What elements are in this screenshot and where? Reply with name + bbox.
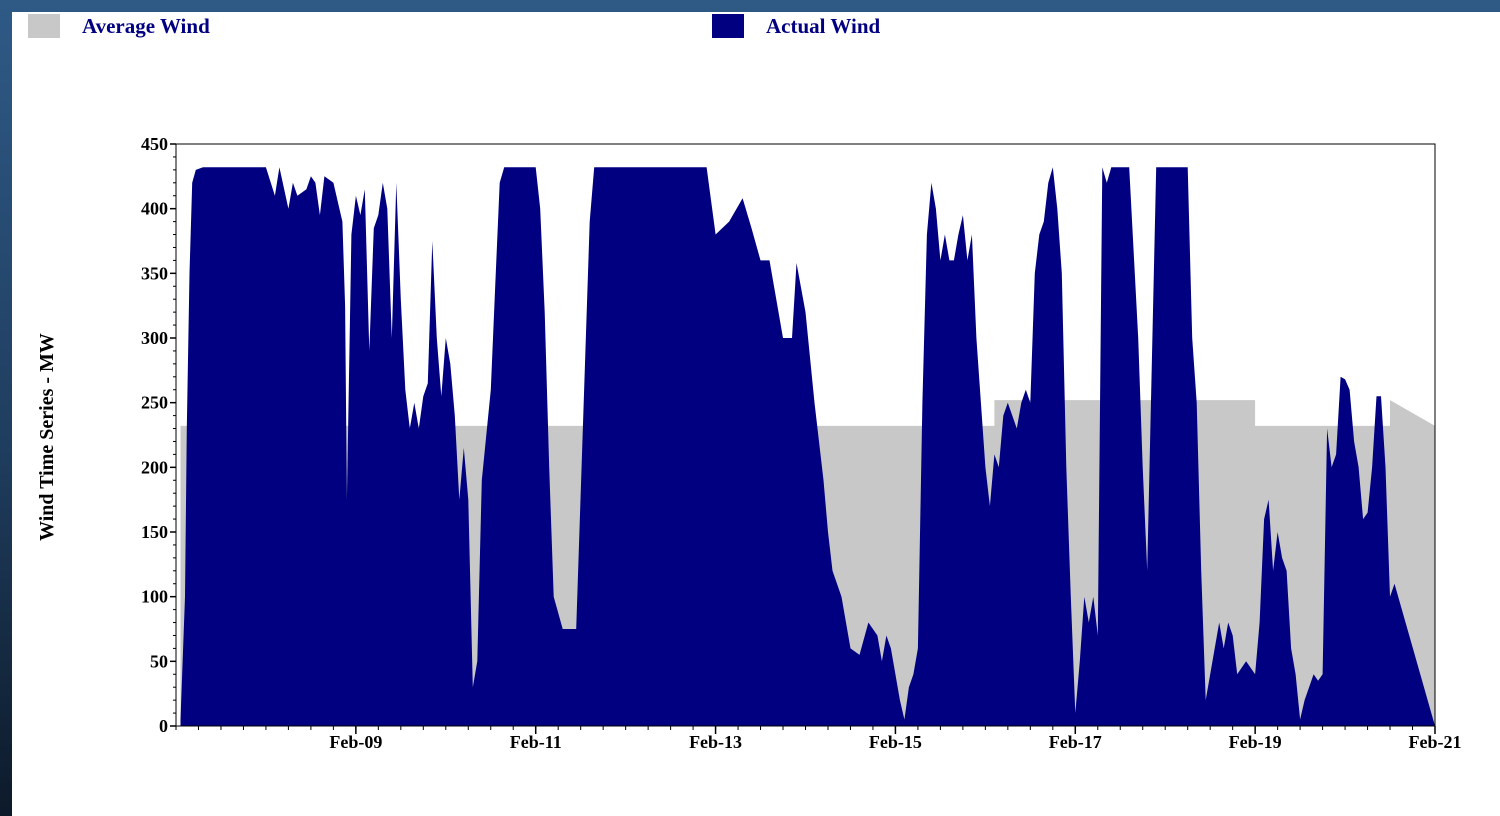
x-tick-label-feb-11: Feb-11 [510, 732, 562, 752]
y-tick-label-100: 100 [141, 587, 168, 607]
y-axis-label: Wind Time Series - MW [36, 333, 58, 541]
legend-label-actual-wind: Actual Wind [766, 13, 881, 38]
legend-label-average-wind: Average Wind [82, 13, 210, 38]
x-tick-label-feb-13: Feb-13 [689, 732, 742, 752]
legend-swatch-average-wind [28, 14, 60, 38]
legend-swatch-actual-wind [712, 14, 744, 38]
series-area-actual-wind [180, 167, 1435, 727]
x-tick-label-feb-19: Feb-19 [1229, 732, 1282, 752]
y-tick-label-150: 150 [141, 522, 168, 542]
legend-item-actual-wind: Actual Wind [712, 14, 880, 38]
x-tick-label-feb-21: Feb-21 [1409, 732, 1462, 752]
y-tick-label-450: 450 [141, 134, 168, 154]
y-tick-label-200: 200 [141, 457, 168, 477]
y-tick-label-0: 0 [159, 716, 168, 736]
x-tick-label-feb-17: Feb-17 [1049, 732, 1102, 752]
y-tick-label-50: 50 [150, 651, 168, 671]
plot-area: 0 50 100 150 200 250 300 350 400 450 Feb-09 Feb-11 F… [141, 134, 1462, 752]
x-tick-label-feb-15: Feb-15 [869, 732, 922, 752]
legend-item-average-wind: Average Wind [28, 14, 210, 38]
y-tick-label-300: 300 [141, 328, 168, 348]
y-tick-label-350: 350 [141, 263, 168, 283]
x-tick-label-feb-09: Feb-09 [329, 732, 382, 752]
y-tick-label-250: 250 [141, 393, 168, 413]
y-tick-label-400: 400 [141, 199, 168, 219]
